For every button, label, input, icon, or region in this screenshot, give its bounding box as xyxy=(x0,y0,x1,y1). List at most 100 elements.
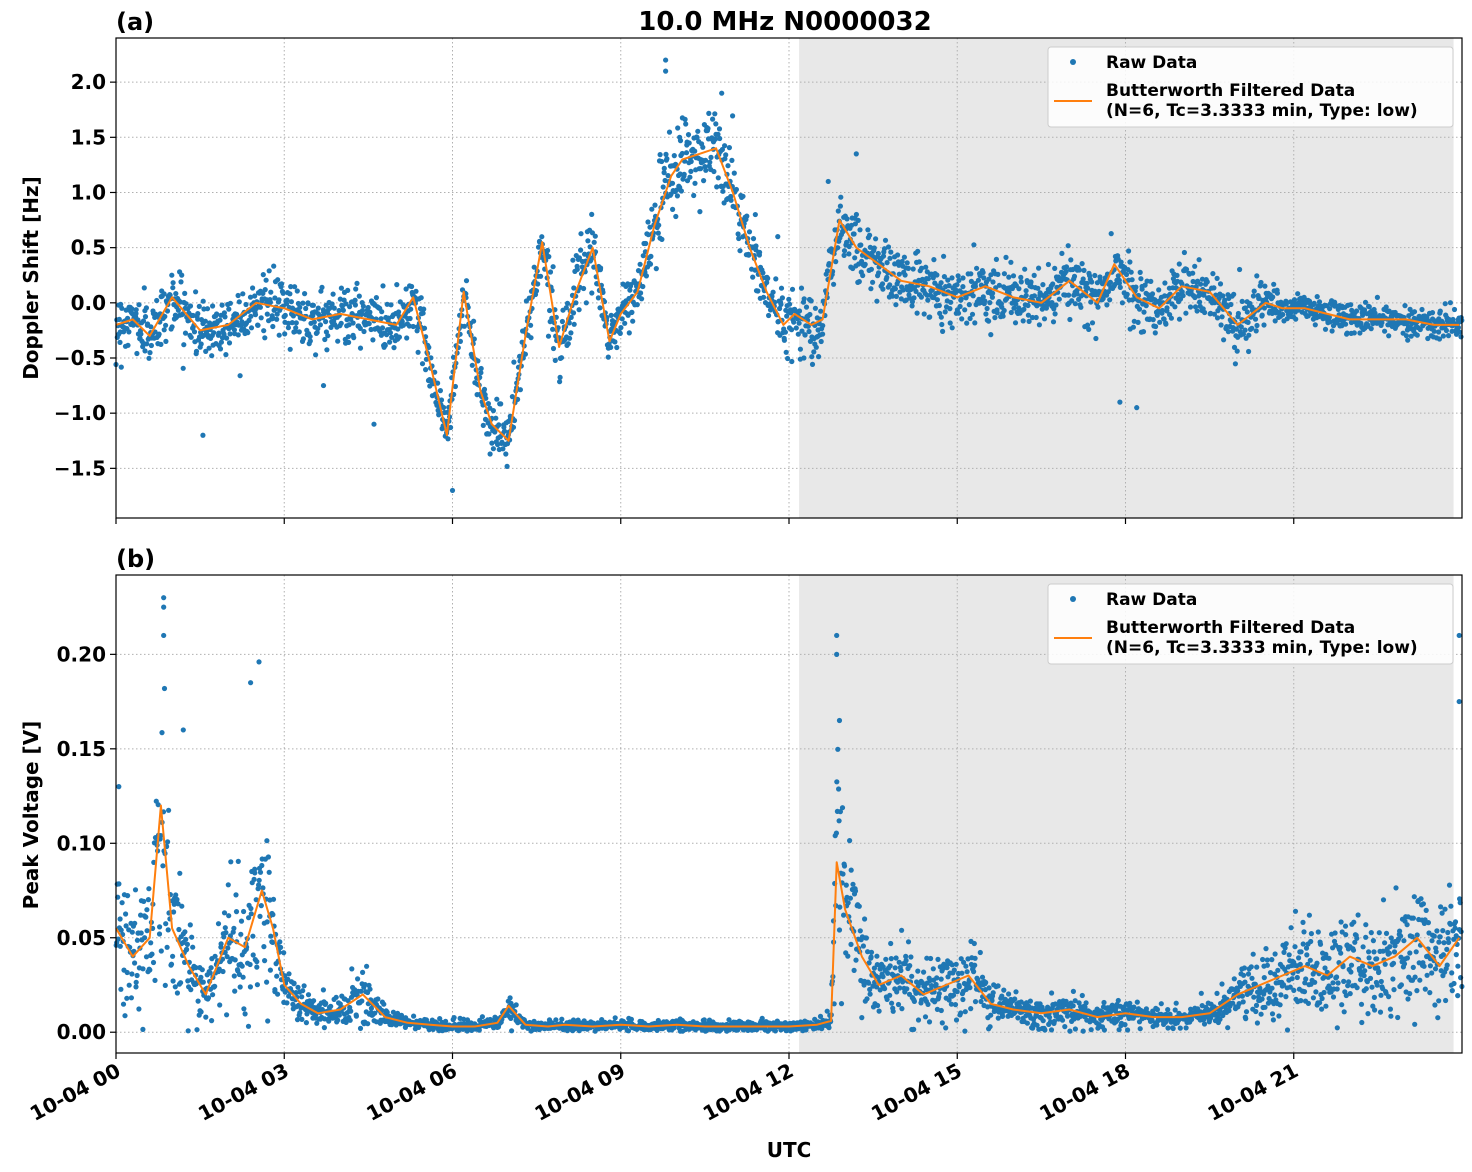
raw-point xyxy=(938,1007,944,1014)
raw-point xyxy=(260,290,266,296)
raw-point xyxy=(227,300,233,306)
raw-point xyxy=(482,416,489,422)
raw-point xyxy=(435,380,441,386)
raw-point xyxy=(546,254,552,260)
raw-point xyxy=(1362,299,1369,305)
y-tick-label: 0.0 xyxy=(71,291,106,315)
raw-point xyxy=(268,933,274,939)
raw-point xyxy=(795,331,801,337)
raw-point xyxy=(217,1002,223,1008)
raw-point xyxy=(241,908,247,915)
raw-point xyxy=(1366,304,1372,310)
raw-point xyxy=(1239,993,1245,999)
raw-point xyxy=(149,951,155,957)
raw-point xyxy=(705,125,711,132)
raw-point xyxy=(547,307,553,314)
raw-point xyxy=(692,148,698,154)
raw-point xyxy=(960,275,966,281)
raw-point xyxy=(860,272,866,279)
raw-point xyxy=(426,344,432,350)
raw-point xyxy=(178,279,184,285)
raw-point xyxy=(179,903,185,909)
raw-point xyxy=(1056,296,1062,302)
raw-point xyxy=(1174,272,1180,278)
raw-point xyxy=(1026,318,1032,324)
raw-point xyxy=(887,963,893,969)
filtered-line-a xyxy=(115,147,1460,442)
raw-point xyxy=(908,954,914,960)
raw-point xyxy=(873,984,880,990)
raw-point xyxy=(877,987,883,993)
raw-point xyxy=(1252,316,1259,322)
raw-point xyxy=(142,314,149,320)
raw-point xyxy=(259,862,265,869)
raw-point xyxy=(760,270,766,276)
raw-point xyxy=(487,451,493,457)
raw-point xyxy=(295,984,301,990)
raw-point xyxy=(300,336,306,342)
raw-point xyxy=(1180,293,1186,299)
raw-point xyxy=(1447,300,1453,306)
raw-point xyxy=(702,157,709,163)
raw-point xyxy=(183,301,189,307)
raw-point xyxy=(647,224,653,230)
raw-point xyxy=(437,1016,443,1022)
raw-point xyxy=(379,309,385,315)
raw-point xyxy=(143,954,150,960)
raw-point xyxy=(164,944,170,950)
raw-point xyxy=(212,953,218,959)
raw-point xyxy=(348,1008,354,1014)
raw-point xyxy=(471,336,477,342)
raw-point xyxy=(1253,328,1259,334)
raw-point xyxy=(587,244,593,250)
raw-point xyxy=(1305,313,1311,319)
raw-point xyxy=(1214,315,1221,321)
raw-point xyxy=(125,342,131,348)
raw-point xyxy=(695,128,701,134)
raw-point xyxy=(264,838,270,844)
raw-point xyxy=(310,302,316,308)
raw-point xyxy=(240,974,246,980)
raw-point xyxy=(1008,259,1014,265)
raw-point xyxy=(150,959,157,966)
raw-point xyxy=(993,256,1000,262)
raw-point xyxy=(265,1018,271,1024)
raw-point xyxy=(450,354,457,360)
raw-point xyxy=(140,318,147,324)
raw-point xyxy=(921,969,927,975)
raw-point xyxy=(796,320,802,326)
raw-point xyxy=(1264,957,1270,963)
raw-point xyxy=(559,1016,565,1022)
raw-point xyxy=(522,351,529,357)
raw-point xyxy=(181,342,187,348)
raw-point xyxy=(948,1001,955,1007)
raw-point xyxy=(925,297,931,303)
raw-point xyxy=(143,305,149,311)
raw-point xyxy=(1018,279,1024,285)
raw-point xyxy=(808,298,814,304)
raw-point xyxy=(1088,299,1094,305)
raw-point xyxy=(887,992,893,998)
raw-point xyxy=(1162,293,1168,299)
raw-point xyxy=(123,911,129,917)
raw-point xyxy=(625,312,631,318)
raw-point xyxy=(831,281,837,287)
raw-point xyxy=(1183,310,1189,316)
raw-point xyxy=(990,290,996,296)
raw-point xyxy=(796,308,803,314)
raw-point xyxy=(1306,912,1312,918)
raw-point xyxy=(134,350,140,357)
raw-point xyxy=(302,291,308,297)
raw-point xyxy=(963,963,969,969)
raw-point xyxy=(1053,302,1059,308)
raw-point xyxy=(988,272,994,278)
raw-point xyxy=(324,347,330,353)
raw-point xyxy=(852,255,858,261)
raw-point xyxy=(789,327,795,333)
raw-point xyxy=(224,954,230,960)
raw-point xyxy=(870,279,876,285)
raw-point xyxy=(322,1016,328,1022)
raw-point xyxy=(936,991,942,997)
raw-point xyxy=(272,295,278,301)
raw-point xyxy=(553,1017,559,1023)
